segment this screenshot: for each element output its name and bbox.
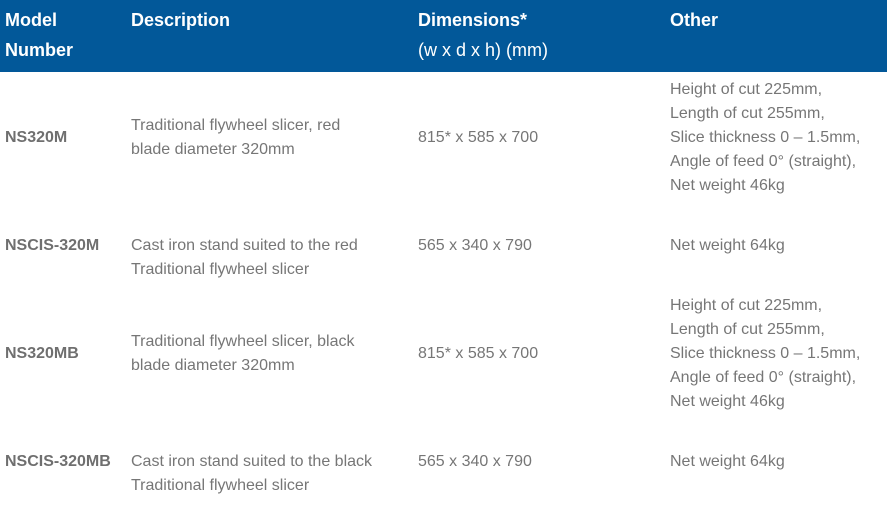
dimensions: 815* x 585 x 700 bbox=[418, 129, 539, 146]
model-number: NSCIS-320M bbox=[5, 237, 100, 254]
table-row: NSCIS-320M Cast iron stand suited to the … bbox=[0, 210, 887, 294]
other-line: Height of cut 225mm, bbox=[670, 297, 823, 314]
description-line: Traditional flywheel slicer bbox=[131, 261, 310, 278]
description: Traditional flywheel slicer, red blade di… bbox=[131, 72, 418, 210]
model-number: NS320MB bbox=[5, 345, 79, 362]
description-line: Cast iron stand suited to the black bbox=[131, 453, 373, 470]
other: Net weight 64kg bbox=[670, 414, 887, 515]
model-number: NSCIS-320MB bbox=[5, 453, 111, 470]
model-number: NS320M bbox=[5, 129, 68, 146]
table-row: NSCIS-320MB Cast iron stand suited to the… bbox=[0, 414, 887, 515]
table-row: NS320MB Traditional flywheel slicer, blac… bbox=[0, 294, 887, 414]
dimensions: 565 x 340 x 790 bbox=[418, 237, 532, 254]
header-description: Description bbox=[131, 10, 231, 30]
other-line: Slice thickness 0 – 1.5mm, bbox=[670, 345, 861, 362]
other: Height of cut 225mm, Length of cut 255mm,… bbox=[670, 72, 887, 210]
other-line: Net weight 46kg bbox=[670, 177, 785, 194]
header-model-line: Number bbox=[5, 40, 74, 60]
dimensions: 565 x 340 x 790 bbox=[418, 453, 532, 470]
header-model: Model Number bbox=[0, 0, 131, 72]
other-line: Angle of feed 0° (straight), bbox=[670, 153, 857, 170]
table-row: NS320M Traditional flywheel slicer, red bl… bbox=[0, 72, 887, 210]
dimensions: 815* x 585 x 700 bbox=[418, 345, 539, 362]
header-dimensions: Dimensions* (w x d x h) (mm) bbox=[418, 0, 670, 72]
description-line: Traditional flywheel slicer bbox=[131, 477, 310, 494]
other-line: Angle of feed 0° (straight), bbox=[670, 369, 857, 386]
other: Height of cut 225mm, Length of cut 255mm,… bbox=[670, 294, 887, 414]
description: Cast iron stand suited to the red Traditi… bbox=[131, 210, 418, 294]
description: Traditional flywheel slicer, black blade … bbox=[131, 294, 418, 414]
description-line: blade diameter 320mm bbox=[131, 357, 295, 374]
description: Cast iron stand suited to the black Tradi… bbox=[131, 414, 418, 515]
other-line: Height of cut 225mm, bbox=[670, 81, 823, 98]
other-line: Slice thickness 0 – 1.5mm, bbox=[670, 129, 861, 146]
other-line: Net weight 64kg bbox=[670, 237, 785, 254]
header-other: Other bbox=[670, 10, 719, 30]
header-model-line: Model bbox=[5, 10, 57, 30]
description-line: Traditional flywheel slicer, black bbox=[131, 333, 355, 350]
other-line: Length of cut 255mm, bbox=[670, 321, 825, 338]
header-dimensions-unit: (w x d x h) (mm) bbox=[418, 40, 548, 60]
description-line: Traditional flywheel slicer, red bbox=[131, 117, 341, 134]
other-line: Length of cut 255mm, bbox=[670, 105, 825, 122]
description-line: Cast iron stand suited to the red bbox=[131, 237, 358, 254]
other-line: Net weight 46kg bbox=[670, 393, 785, 410]
other: Net weight 64kg bbox=[670, 210, 887, 294]
description-line: blade diameter 320mm bbox=[131, 141, 295, 158]
header-dimensions-line: Dimensions* bbox=[418, 10, 528, 30]
other-line: Net weight 64kg bbox=[670, 453, 785, 470]
header-row: Model Number Description Dimensions* (w x … bbox=[0, 0, 887, 72]
